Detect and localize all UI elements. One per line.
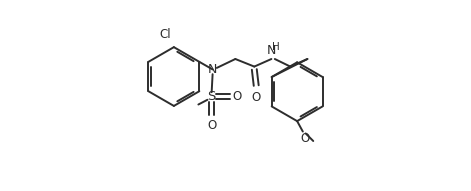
Text: H: H — [272, 42, 280, 52]
Text: N: N — [208, 63, 217, 76]
Text: O: O — [207, 119, 216, 132]
Text: S: S — [207, 90, 216, 103]
Text: O: O — [252, 91, 261, 104]
Text: Cl: Cl — [160, 28, 171, 41]
Text: O: O — [300, 133, 309, 146]
Text: O: O — [232, 90, 241, 103]
Text: N: N — [267, 44, 276, 57]
